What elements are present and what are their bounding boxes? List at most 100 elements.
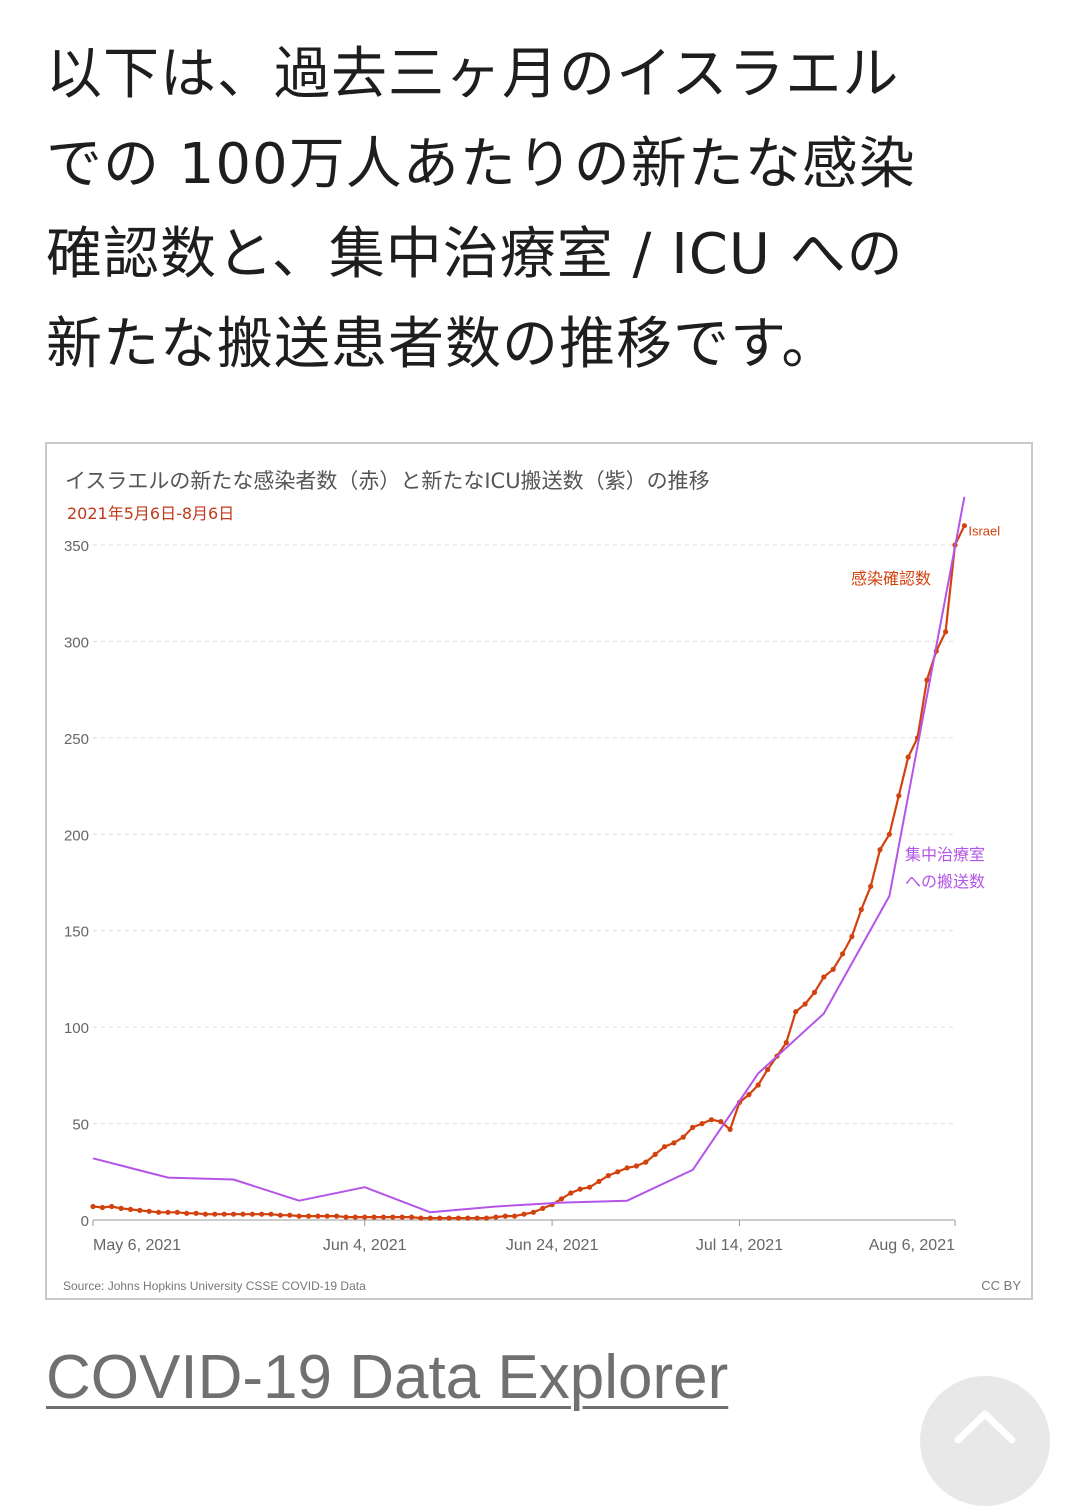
data-point-cases (765, 1067, 771, 1073)
article-line: 新たな搬送患者数の推移です。 (46, 312, 839, 377)
data-point-cases (240, 1211, 246, 1217)
data-point-cases (643, 1159, 649, 1165)
data-point-cases (212, 1211, 218, 1217)
data-point-cases (202, 1211, 208, 1217)
y-tick-label: 250 (64, 731, 89, 748)
data-point-cases (230, 1211, 237, 1217)
article-line: 確認数と、集中治療室 / ICU への (46, 222, 904, 287)
series-name-label: Israel (968, 524, 1000, 539)
data-point-cases (174, 1209, 180, 1215)
data-point-cases (755, 1082, 761, 1088)
data-point-cases (793, 1009, 799, 1015)
article-line: 以下は、過去三ヶ月のイスラエル (46, 42, 900, 107)
y-tick-label: 350 (64, 538, 89, 555)
data-point-cases (661, 1144, 668, 1150)
data-point-cases (821, 974, 827, 980)
data-point-cases (558, 1196, 565, 1202)
covid-data-explorer-link[interactable]: COVID-19 Data Explorer (46, 1343, 729, 1412)
data-point-cases (137, 1207, 143, 1213)
x-tick-label: Jun 24, 2021 (506, 1237, 599, 1254)
data-point-cases (896, 793, 902, 799)
data-point-cases (605, 1173, 611, 1179)
data-point-cases (746, 1092, 752, 1098)
data-point-cases (727, 1126, 733, 1132)
chart: イスラエルの新たな感染者数（赤）と新たなICU搬送数（紫）の推移 2021年5月… (63, 469, 1021, 1293)
data-point-cases (465, 1215, 471, 1221)
series (90, 496, 968, 1221)
data-point-cases (324, 1213, 330, 1219)
x-tick-label: Jul 14, 2021 (696, 1237, 783, 1254)
data-point-cases (343, 1214, 349, 1220)
data-point-cases (352, 1214, 358, 1220)
y-tick-label: 0 (81, 1213, 89, 1230)
data-point-cases (184, 1210, 190, 1216)
data-point-cases (277, 1212, 283, 1218)
data-point-cases (802, 1001, 808, 1007)
data-point-cases (146, 1208, 152, 1214)
data-point-cases (493, 1214, 499, 1220)
data-point-cases (249, 1211, 255, 1217)
data-point-cases (315, 1213, 321, 1219)
data-point-cases (409, 1214, 415, 1220)
data-point-cases (615, 1169, 621, 1175)
data-point-cases (399, 1214, 405, 1220)
data-point-cases (783, 1040, 789, 1046)
data-point-cases (530, 1209, 536, 1215)
y-tick-label: 200 (64, 827, 89, 844)
data-point-cases (259, 1211, 265, 1217)
y-tick-label: 50 (72, 1117, 89, 1134)
data-point-cases (830, 966, 836, 972)
data-point-cases (334, 1213, 340, 1219)
data-point-cases (474, 1215, 480, 1221)
data-point-cases (868, 883, 874, 889)
data-point-cases (924, 677, 930, 683)
series-line-cases (92, 525, 966, 1220)
data-point-cases (90, 1203, 96, 1210)
icu-series-label: 集中治療室 (905, 845, 985, 864)
axes: 0 50 100 150 200 250 300 350 May 6, 2021 Jun 4, 2… (64, 538, 956, 1254)
chart-frame: イスラエルの新たな感染者数（赤）と新たなICU搬送数（紫）の推移 2021年5月… (45, 442, 1033, 1300)
data-point-cases (221, 1211, 227, 1217)
data-point-cases (512, 1213, 518, 1219)
y-tick-label: 150 (64, 924, 89, 941)
data-point-cases (437, 1215, 443, 1221)
data-point-cases (671, 1140, 677, 1146)
data-point-cases (680, 1134, 686, 1140)
article-text: 以下は、過去三ヶ月のイスラエル での 100万人あたりの新たな感染 確認数と、集… (46, 30, 1046, 390)
data-point-cases (540, 1205, 546, 1211)
data-point-cases (483, 1215, 490, 1221)
data-point-cases (858, 906, 864, 913)
data-point-cases (193, 1210, 199, 1216)
data-point-cases (568, 1190, 574, 1196)
cases-series-label: 感染確認数 (851, 569, 931, 588)
data-point-cases (718, 1119, 724, 1125)
data-point-cases (811, 989, 818, 996)
data-point-cases (943, 629, 949, 635)
data-point-cases (624, 1165, 630, 1171)
data-point-cases (708, 1117, 715, 1123)
y-tick-label: 300 (64, 634, 89, 651)
source-note: Source: Johns Hopkins University CSSE CO… (63, 1279, 366, 1293)
data-point-cases (268, 1211, 274, 1217)
data-point-cases (362, 1214, 368, 1220)
data-point-cases (427, 1215, 433, 1221)
x-tick-label: Aug 6, 2021 (869, 1237, 955, 1254)
data-point-cases (690, 1124, 696, 1130)
data-point-cases (633, 1163, 640, 1169)
scroll-to-top-button[interactable] (920, 1376, 1050, 1506)
article-line: での 100万人あたりの新たな感染 (46, 132, 916, 197)
data-point-cases (961, 523, 968, 529)
data-point-cases (905, 754, 911, 760)
data-point-cases (390, 1214, 396, 1220)
data-point-cases (587, 1184, 593, 1190)
chart-subtitle: 2021年5月6日-8月6日 (67, 504, 234, 523)
data-point-cases (446, 1215, 452, 1221)
data-point-cases (287, 1212, 293, 1218)
chevron-up-icon (954, 1410, 1016, 1444)
data-point-cases (577, 1186, 583, 1192)
x-tick-label: May 6, 2021 (93, 1237, 181, 1254)
data-point-cases (886, 831, 893, 837)
data-point-cases (849, 933, 855, 940)
data-point-cases (99, 1204, 105, 1211)
